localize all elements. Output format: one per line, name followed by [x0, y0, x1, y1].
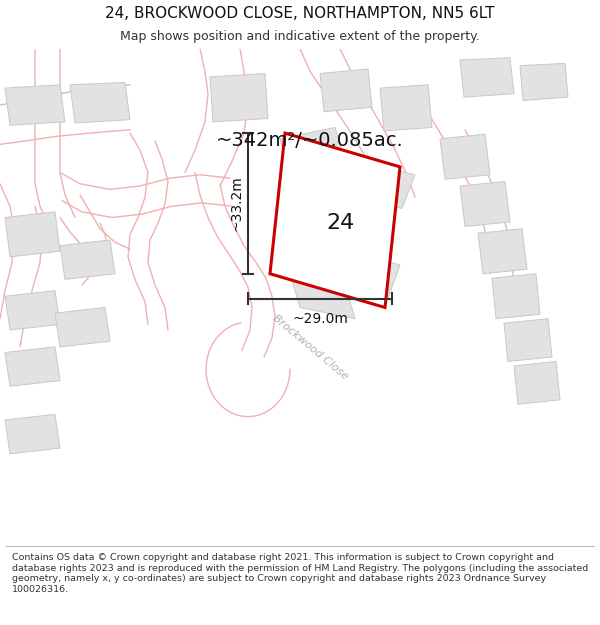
Polygon shape: [70, 82, 130, 123]
Polygon shape: [5, 347, 60, 386]
Polygon shape: [440, 134, 490, 179]
Text: 24: 24: [326, 213, 354, 233]
Polygon shape: [280, 127, 345, 172]
Polygon shape: [290, 274, 355, 319]
Text: ~342m²/~0.085ac.: ~342m²/~0.085ac.: [216, 131, 404, 151]
Polygon shape: [55, 308, 110, 347]
Text: 24, BROCKWOOD CLOSE, NORTHAMPTON, NN5 6LT: 24, BROCKWOOD CLOSE, NORTHAMPTON, NN5 6L…: [105, 6, 495, 21]
Text: ~33.2m: ~33.2m: [229, 176, 243, 231]
Polygon shape: [5, 212, 60, 257]
Polygon shape: [460, 181, 510, 226]
Polygon shape: [380, 85, 432, 131]
Polygon shape: [5, 291, 60, 330]
Polygon shape: [5, 85, 65, 125]
Polygon shape: [492, 274, 540, 319]
Polygon shape: [478, 229, 527, 274]
Polygon shape: [60, 240, 115, 279]
Text: Contains OS data © Crown copyright and database right 2021. This information is : Contains OS data © Crown copyright and d…: [12, 554, 588, 594]
Polygon shape: [270, 133, 400, 308]
Polygon shape: [348, 161, 415, 209]
Text: Brockwood Close: Brockwood Close: [271, 312, 350, 381]
Polygon shape: [210, 74, 268, 122]
Text: Map shows position and indicative extent of the property.: Map shows position and indicative extent…: [120, 30, 480, 43]
Polygon shape: [333, 251, 400, 299]
Polygon shape: [504, 319, 552, 361]
Polygon shape: [5, 414, 60, 454]
Text: ~29.0m: ~29.0m: [292, 312, 348, 326]
Polygon shape: [460, 58, 514, 97]
Polygon shape: [514, 361, 560, 404]
Polygon shape: [320, 69, 372, 112]
Polygon shape: [520, 63, 568, 101]
